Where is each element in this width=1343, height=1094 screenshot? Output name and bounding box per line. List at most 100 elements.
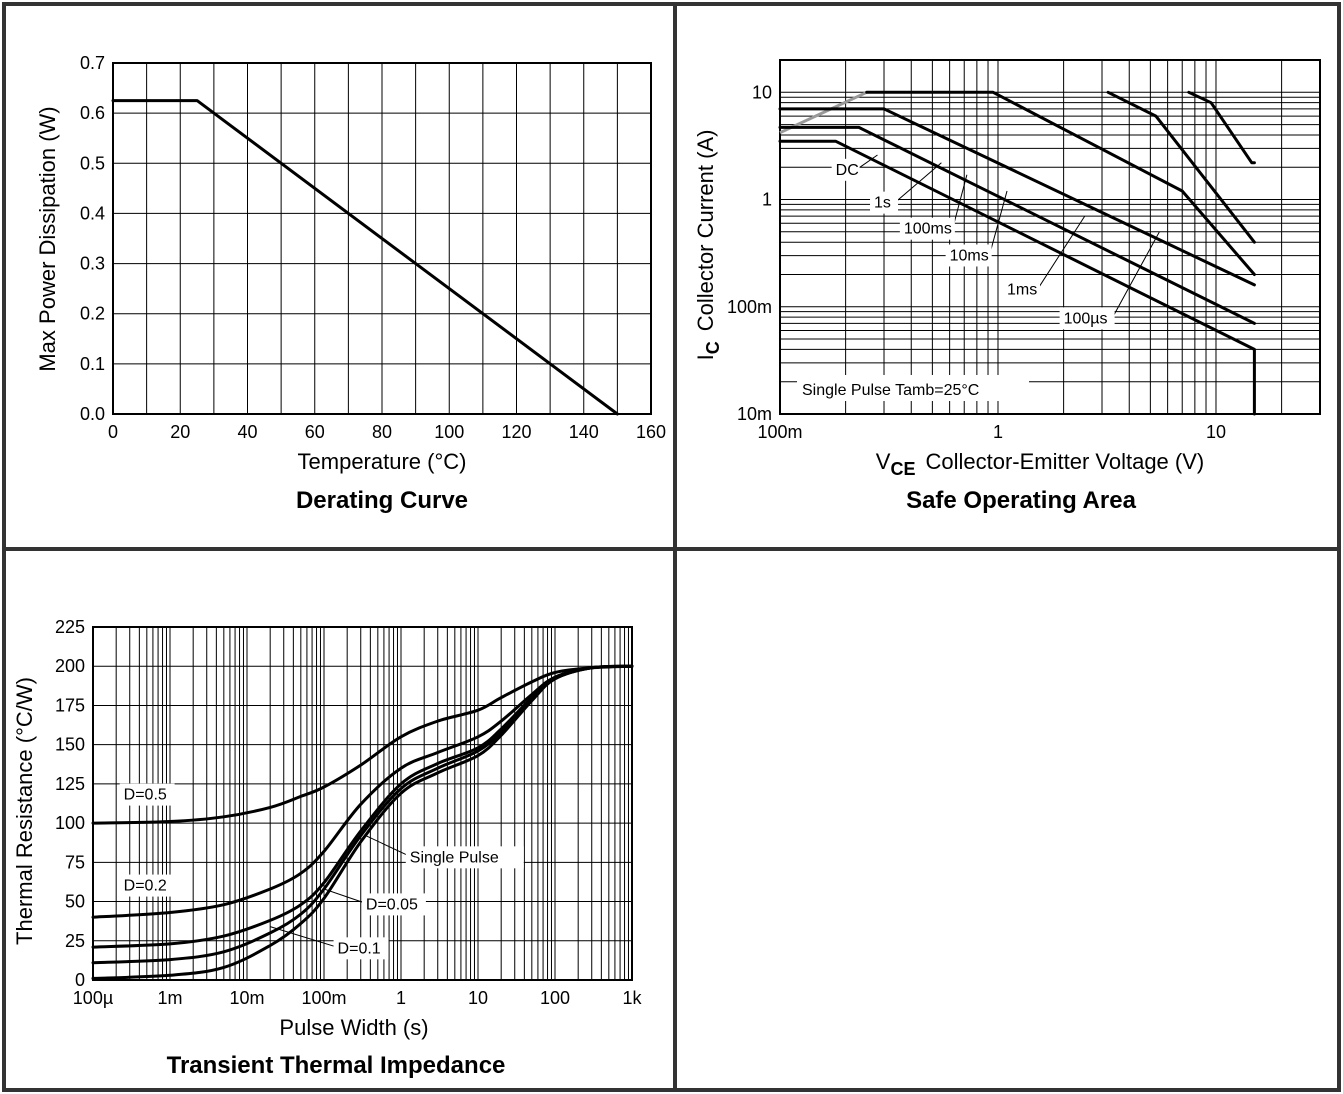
tti-x-tick: 100 (540, 988, 570, 1008)
soa-series-label-bg (870, 191, 899, 214)
soa-line (778, 107, 1256, 287)
tti-y-tick: 125 (55, 774, 85, 794)
tti-grid (92, 626, 633, 981)
derating-x-tick: 60 (305, 422, 325, 442)
derating-x-tick: 40 (237, 422, 257, 442)
tti-leader (270, 926, 338, 948)
soa-y-label: IC Collector Current (A) (693, 130, 723, 361)
tti-line (91, 664, 634, 980)
tti-y-tick: 75 (65, 852, 85, 872)
soa-curves (778, 90, 1256, 416)
soa-y-tick: 1 (762, 190, 772, 210)
soa-y-symbol: I (693, 354, 718, 360)
tti-leader (365, 835, 410, 857)
soa-leader (952, 174, 968, 228)
soa-series-label-bg (1059, 307, 1115, 330)
derating-plot-border (112, 62, 652, 415)
soa-grid (779, 59, 1321, 415)
derating-x-tick: 20 (170, 422, 190, 442)
soa-series-label-bg (899, 217, 955, 240)
soa-series-label: 100µs (1064, 310, 1108, 327)
tti-series-label-bg (333, 937, 389, 960)
derating-curve-chart: 0 20 40 60 80 100 120 140 160 0.0 0.1 0.2 0.3 0.4 0.5 0… (35, 53, 666, 514)
transient-thermal-impedance-chart: 0 25 50 75 100 125 150 175 200 225 100µ 1m 10m 100m 1 1… (12, 617, 643, 1079)
tti-y-label: Thermal Resistance (°C/W) (12, 677, 37, 945)
soa-series-label-bg (831, 158, 860, 181)
derating-y-tick: 0.1 (80, 354, 105, 374)
soa-y-text: Collector Current (A) (693, 130, 718, 332)
tti-x-tick: 10 (468, 988, 488, 1008)
derating-x-tick: 100 (434, 422, 464, 442)
tti-y-tick: 225 (55, 617, 85, 637)
derating-line (111, 99, 619, 416)
derating-ticks: 0 20 40 60 80 100 120 140 160 0.0 0.1 0.2 0.3 0.4 0.5 0… (80, 53, 666, 442)
tti-x-tick: 1k (622, 988, 642, 1008)
soa-line (778, 139, 1256, 416)
soa-plot-border (779, 59, 1321, 415)
tti-x-tick: 100µ (73, 988, 113, 1008)
derating-title: Derating Curve (296, 487, 468, 514)
derating-y-tick: 0.5 (80, 153, 105, 173)
soa-line (778, 125, 1256, 325)
soa-x-tick: 1 (993, 422, 1003, 442)
soa-leader (1037, 215, 1086, 289)
tti-y-tick: 25 (65, 931, 85, 951)
tti-series-label: Single Pulse (410, 849, 499, 866)
tti-plot-border (92, 626, 633, 981)
soa-line (1106, 90, 1256, 244)
soa-leader (1112, 231, 1160, 318)
soa-series-label-bg (945, 244, 992, 267)
tti-series-label-bg (361, 893, 426, 916)
soa-y-tick: 100m (727, 297, 772, 317)
soa-series-label-bg (1003, 278, 1041, 301)
tti-series-label: D=0.5 (124, 787, 167, 804)
tti-title: Transient Thermal Impedance (167, 1052, 506, 1079)
soa-leader (895, 162, 942, 203)
soa-series-label: 1s (874, 195, 891, 212)
soa-x-text: Collector-Emitter Voltage (V) (925, 449, 1204, 474)
tti-y-tick: 0 (75, 970, 85, 990)
tti-series-label: D=0.05 (366, 896, 418, 913)
soa-x-subscript: CE (890, 459, 915, 479)
soa-x-symbol: V (876, 449, 891, 474)
derating-x-tick: 160 (636, 422, 666, 442)
derating-y-tick: 0.2 (80, 304, 105, 324)
tti-series-label-bg (119, 783, 175, 806)
soa-line (865, 90, 1256, 276)
tti-line (91, 664, 634, 825)
tti-x-tick: 100m (301, 988, 346, 1008)
tti-y-tick: 50 (65, 892, 85, 912)
derating-x-tick: 140 (569, 422, 599, 442)
derating-grid (112, 62, 652, 415)
tti-series-label-bg (119, 874, 175, 897)
tti-x-tick: 1 (396, 988, 406, 1008)
tti-x-tick: 1m (157, 988, 182, 1008)
tti-x-label: Pulse Width (s) (279, 1015, 428, 1040)
derating-y-tick: 0.6 (80, 103, 105, 123)
derating-x-label: Temperature (°C) (298, 449, 467, 474)
derating-x-tick: 0 (108, 422, 118, 442)
derating-y-label: Max Power Dissipation (W) (35, 106, 60, 371)
tti-series-label-bg (405, 846, 524, 869)
tti-y-tick: 150 (55, 735, 85, 755)
soa-series-label: 100ms (904, 221, 952, 238)
tti-ticks: 0 25 50 75 100 125 150 175 200 225 100µ 1m 10m 100m 1 1… (55, 617, 643, 1008)
soa-y-tick: 10 (752, 82, 772, 102)
derating-y-tick: 0.3 (80, 254, 105, 274)
soa-leader (989, 190, 1008, 255)
derating-y-tick: 0.0 (80, 404, 105, 424)
tti-leader (323, 888, 367, 904)
soa-series-label: DC (836, 162, 859, 179)
soa-x-tick: 10 (1206, 422, 1226, 442)
soa-curve-labels: DC 1s 100ms 10ms 1ms 100µs (831, 154, 1160, 330)
derating-y-tick: 0.7 (80, 53, 105, 73)
tti-y-tick: 175 (55, 695, 85, 715)
derating-y-tick: 0.4 (80, 203, 105, 223)
tti-x-tick: 10m (229, 988, 264, 1008)
soa-leader (857, 154, 878, 170)
tti-series-label: D=0.1 (338, 940, 381, 957)
